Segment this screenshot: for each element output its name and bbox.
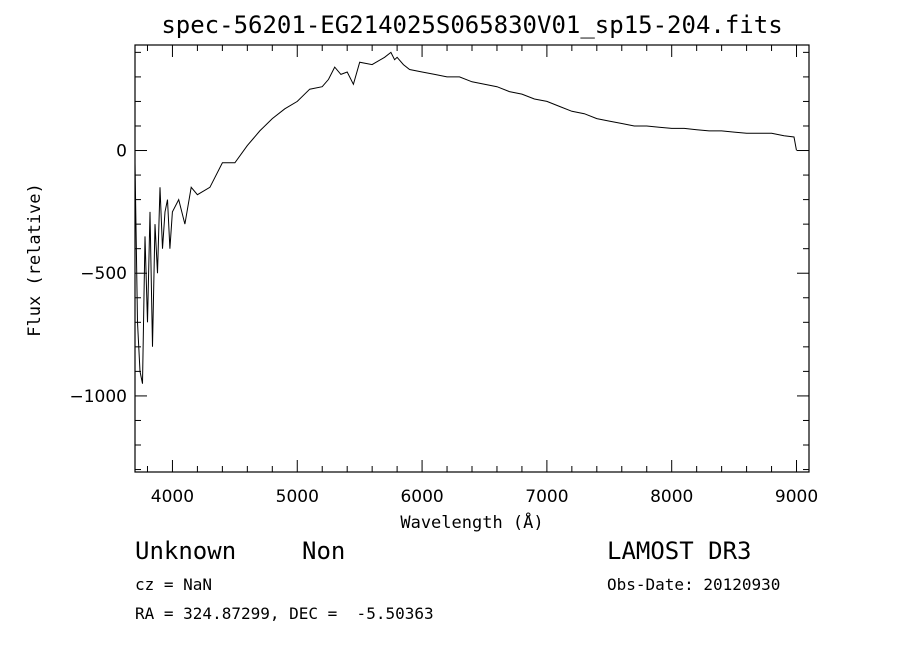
plot-frame (134, 44, 810, 473)
x-tick-label: 9000 (775, 487, 818, 507)
obs-date: Obs-Date: 20120930 (607, 575, 781, 594)
y-tick-label: −500 (80, 264, 127, 284)
cz-value: cz = NaN (135, 575, 213, 594)
x-tick-label: 4000 (151, 487, 194, 507)
x-tick-label: 6000 (400, 487, 443, 507)
object-subclass: Non (302, 537, 346, 565)
object-class: Unknown (135, 537, 237, 565)
x-tick-label: 5000 (276, 487, 319, 507)
y-tick-label: 0 (116, 142, 127, 162)
axis-ticks (135, 45, 809, 472)
survey-label: LAMOST DR3 (607, 537, 752, 565)
tick-labels: 4000 5000 6000 7000 8000 9000 0 −500 −1000 (69, 142, 818, 507)
x-tick-label: 8000 (650, 487, 693, 507)
spectrum-line (134, 51, 797, 384)
x-tick-label: 7000 (525, 487, 568, 507)
coordinates: RA = 324.87299, DEC = -5.50363 (135, 604, 434, 623)
chart-title: spec-56201-EG214025S065830V01_sp15-204.f… (161, 11, 782, 39)
y-axis-label: Flux (relative) (25, 183, 45, 337)
y-tick-label: −1000 (69, 387, 127, 407)
x-axis-label: Wavelength (Å) (400, 511, 543, 533)
